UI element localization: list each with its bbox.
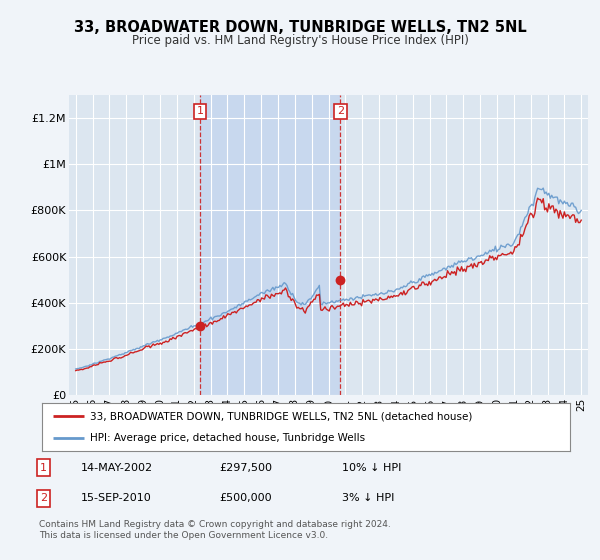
Text: This data is licensed under the Open Government Licence v3.0.: This data is licensed under the Open Gov… bbox=[39, 531, 328, 540]
Text: £500,000: £500,000 bbox=[219, 493, 272, 503]
Text: £297,500: £297,500 bbox=[219, 463, 272, 473]
Text: 1: 1 bbox=[196, 106, 203, 116]
Text: Contains HM Land Registry data © Crown copyright and database right 2024.: Contains HM Land Registry data © Crown c… bbox=[39, 520, 391, 529]
Text: 1: 1 bbox=[40, 463, 47, 473]
Text: 10% ↓ HPI: 10% ↓ HPI bbox=[342, 463, 401, 473]
Text: Price paid vs. HM Land Registry's House Price Index (HPI): Price paid vs. HM Land Registry's House … bbox=[131, 34, 469, 46]
Text: 2: 2 bbox=[337, 106, 344, 116]
Text: 33, BROADWATER DOWN, TUNBRIDGE WELLS, TN2 5NL (detached house): 33, BROADWATER DOWN, TUNBRIDGE WELLS, TN… bbox=[89, 411, 472, 421]
Bar bbox=[200, 95, 340, 395]
Point bbox=[335, 275, 345, 284]
Text: HPI: Average price, detached house, Tunbridge Wells: HPI: Average price, detached house, Tunb… bbox=[89, 433, 365, 443]
Text: 14-MAY-2002: 14-MAY-2002 bbox=[81, 463, 153, 473]
Text: 2: 2 bbox=[40, 493, 47, 503]
Text: 3% ↓ HPI: 3% ↓ HPI bbox=[342, 493, 394, 503]
Text: 33, BROADWATER DOWN, TUNBRIDGE WELLS, TN2 5NL: 33, BROADWATER DOWN, TUNBRIDGE WELLS, TN… bbox=[74, 20, 526, 35]
Text: 15-SEP-2010: 15-SEP-2010 bbox=[81, 493, 152, 503]
Point bbox=[195, 322, 205, 331]
